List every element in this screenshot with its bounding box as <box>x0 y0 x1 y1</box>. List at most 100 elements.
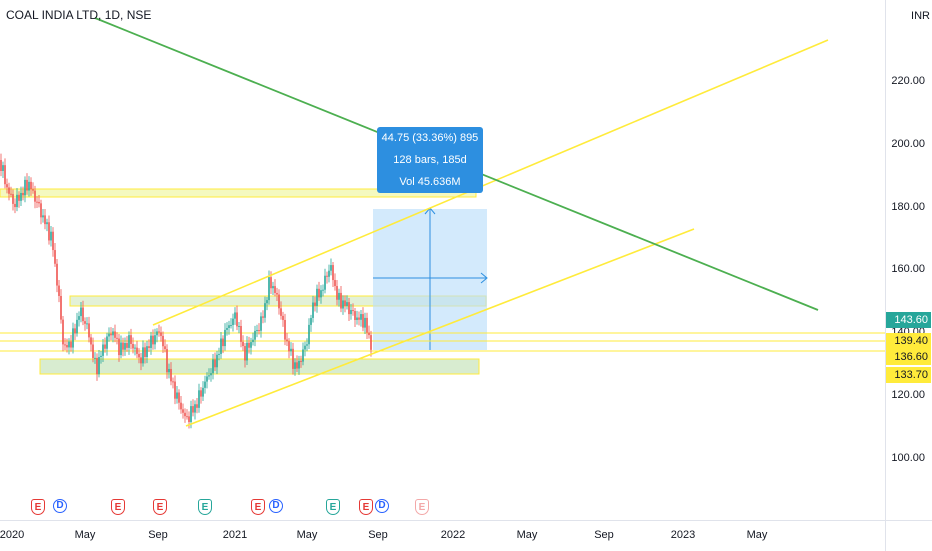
earnings-event-icon[interactable]: E <box>198 499 212 515</box>
candle-body <box>348 302 350 315</box>
candle-body <box>100 355 102 358</box>
candle-body <box>148 346 150 348</box>
candle-body <box>78 316 80 320</box>
chart-area[interactable]: COAL INDIA LTD, 1D, NSE 44.75 (33.36%) 8… <box>0 0 885 520</box>
candle-body <box>260 316 262 331</box>
candle-body <box>150 335 152 348</box>
candle-body <box>254 330 256 340</box>
time-axis[interactable]: 2020 May Sep 2021 May Sep 2022 May Sep 2023 May <box>0 520 885 551</box>
candle-body <box>24 179 26 196</box>
candle-body <box>112 331 114 336</box>
candle-body <box>266 300 268 304</box>
candle-body <box>122 342 124 350</box>
candle-body <box>338 292 340 300</box>
channel-lower-line <box>185 228 695 427</box>
dividend-event-icon[interactable]: D <box>269 499 283 513</box>
candle-body <box>66 345 68 348</box>
candle-body <box>60 295 62 320</box>
candle-body <box>240 325 242 342</box>
candle-body <box>304 345 306 350</box>
symbol-title[interactable]: COAL INDIA LTD, 1D, NSE <box>6 8 152 22</box>
candle-body <box>300 360 302 362</box>
candle-body <box>322 289 324 291</box>
time-label: Sep <box>594 529 614 541</box>
price-chart[interactable] <box>0 0 885 520</box>
candle-body <box>194 404 196 413</box>
price-tag-yellow[interactable]: 136.60 <box>886 349 931 365</box>
candle-body <box>158 331 160 333</box>
candle-body <box>110 333 112 336</box>
earnings-event-icon[interactable]: E <box>111 499 125 515</box>
candle-body <box>34 190 36 202</box>
candle-body <box>298 360 300 369</box>
axis-corner <box>885 520 932 551</box>
candle-body <box>18 194 20 201</box>
candle-body <box>104 344 106 349</box>
candle-body <box>368 332 370 336</box>
earnings-event-icon[interactable]: E <box>415 499 429 515</box>
candle-body <box>314 302 316 306</box>
candle-body <box>108 333 110 337</box>
measure-info-box[interactable]: 44.75 (33.36%) 895 128 bars, 185d Vol 45… <box>377 127 483 193</box>
candle-body <box>128 335 130 348</box>
candle-body <box>326 275 328 277</box>
time-label: 2023 <box>670 529 696 541</box>
candle-body <box>84 321 86 324</box>
candle-body <box>4 165 6 185</box>
time-label: 2020 <box>0 529 25 541</box>
candle-body <box>362 314 364 328</box>
candle-body <box>218 353 220 355</box>
candle-body <box>14 203 16 208</box>
candle-body <box>214 359 216 368</box>
price-tick-label: 180.00 <box>891 200 925 213</box>
candle-body <box>236 312 238 327</box>
price-tick-label: 120.00 <box>891 389 925 401</box>
candle-body <box>76 319 78 334</box>
candle-body <box>140 357 142 364</box>
candle-body <box>86 323 88 325</box>
candle-body <box>192 406 194 413</box>
candle-body <box>190 406 192 422</box>
price-tick-label: 100.00 <box>891 451 925 464</box>
earnings-event-icon[interactable]: E <box>31 499 45 515</box>
candle-body <box>48 222 50 241</box>
candle-body <box>50 231 52 241</box>
time-label: 2021 <box>222 529 248 541</box>
candle-body <box>184 412 186 417</box>
price-tick-label: 200.00 <box>891 137 925 150</box>
candle-body <box>106 336 108 349</box>
candle-body <box>32 189 34 191</box>
price-tag-green[interactable]: 143.60 <box>886 312 931 328</box>
dividend-event-icon[interactable]: D <box>53 499 67 513</box>
candle-body <box>42 215 44 218</box>
candle-body <box>308 324 310 345</box>
candle-body <box>64 344 66 346</box>
earnings-event-icon[interactable]: E <box>326 499 340 515</box>
price-tag-yellow[interactable]: 133.70 <box>886 367 931 383</box>
candle-body <box>176 392 178 399</box>
candle-body <box>22 192 24 196</box>
candle-body <box>186 416 188 418</box>
time-label: Sep <box>368 529 388 541</box>
candle-body <box>116 337 118 339</box>
candle-body <box>258 330 260 332</box>
candle-body <box>360 314 362 320</box>
price-tag-yellow[interactable]: 139.40 <box>886 333 931 349</box>
candle-body <box>68 341 70 348</box>
candle-body <box>156 331 158 336</box>
dividend-event-icon[interactable]: D <box>375 499 389 513</box>
candle-body <box>202 387 204 397</box>
candle-body <box>262 316 264 318</box>
candle-body <box>28 181 30 191</box>
candle-body <box>324 275 326 290</box>
candle-body <box>346 302 348 306</box>
candle-body <box>302 349 304 362</box>
earnings-event-icon[interactable]: E <box>153 499 167 515</box>
candle-body <box>232 318 234 326</box>
earnings-event-icon[interactable]: E <box>251 499 265 515</box>
price-axis[interactable]: INR 220.00200.00180.00160.00140.00120.00… <box>885 0 932 520</box>
candle-body <box>264 303 266 318</box>
price-tick-label: 160.00 <box>891 263 925 276</box>
candle-body <box>278 294 280 309</box>
earnings-event-icon[interactable]: E <box>359 499 373 515</box>
